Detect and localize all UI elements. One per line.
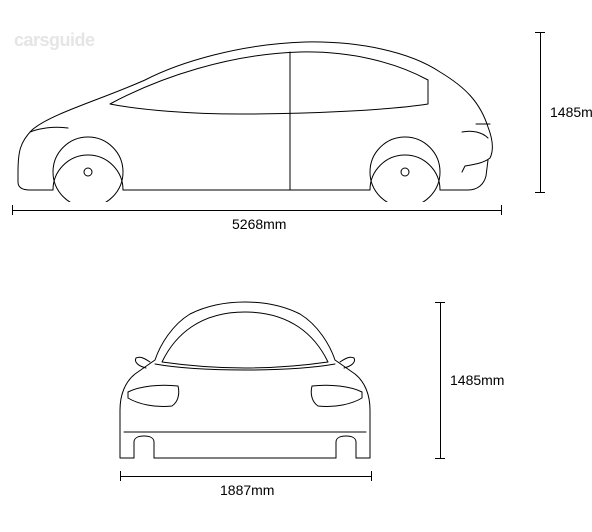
dim-tick — [435, 458, 445, 459]
dim-tick — [501, 205, 502, 215]
side-length-label: 5268mm — [232, 216, 286, 232]
dim-tick — [12, 205, 13, 215]
dim-tick — [371, 471, 372, 481]
dim-tick — [535, 192, 545, 193]
dim-tick — [535, 32, 545, 33]
dim-tick — [120, 471, 121, 481]
car-side-outline — [10, 32, 510, 202]
front-width-label: 1887mm — [220, 482, 274, 498]
side-length-dim-line — [12, 210, 502, 211]
side-height-dim-line — [540, 32, 541, 192]
front-view-diagram: 1485mm 1887mm — [100, 300, 520, 500]
dim-tick — [435, 302, 445, 303]
side-view-diagram: 1485mm 5268mm — [10, 32, 582, 232]
car-front-outline — [100, 300, 390, 470]
side-height-label: 1485mm — [550, 104, 592, 120]
front-width-dim-line — [120, 476, 372, 477]
front-height-label: 1485mm — [450, 372, 504, 388]
front-height-dim-line — [440, 302, 441, 458]
